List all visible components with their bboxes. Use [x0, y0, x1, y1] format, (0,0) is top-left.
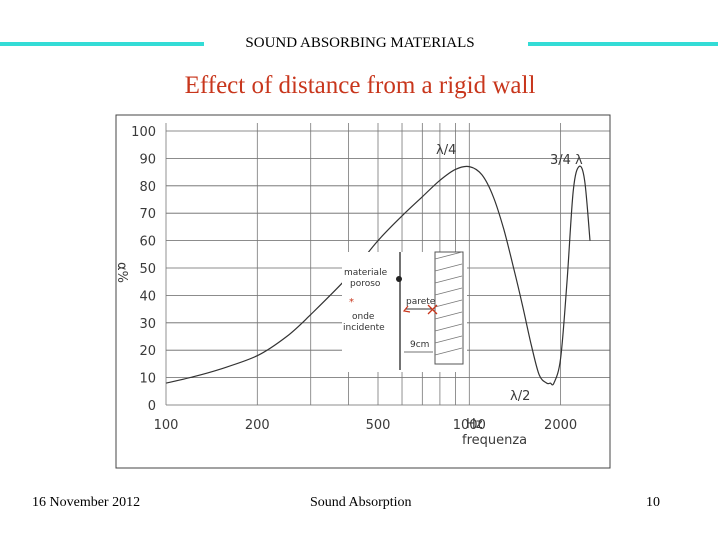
red-tick-mark: * — [349, 297, 354, 308]
wall-inset: * materiale poroso onde incidente parete… — [342, 251, 467, 372]
y-tick-label: 80 — [139, 180, 156, 195]
y-tick-label: 0 — [148, 399, 156, 414]
footer-date: 16 November 2012 — [32, 495, 141, 510]
inset-label-incidente: incidente — [343, 323, 385, 333]
x-tick-label: 100 — [154, 418, 179, 433]
svg-text:3/4 λ: 3/4 λ — [550, 153, 583, 168]
y-tick-label: 60 — [139, 235, 156, 250]
header-left-bar — [0, 42, 204, 46]
porous-dot — [396, 276, 402, 282]
inset-label-parete: parete — [406, 297, 436, 307]
y-tick-label: 100 — [131, 125, 156, 140]
inset-label-9cm: 9cm — [410, 340, 429, 350]
inset-label-materiale: materiale — [344, 268, 388, 278]
x-tick-label: 1000 — [453, 418, 486, 433]
y-tick-label: 50 — [139, 262, 156, 277]
y-axis-label: α% — [114, 262, 129, 283]
x-tick-label: 500 — [366, 418, 391, 433]
slide-title: Effect of distance from a rigid wall — [184, 72, 536, 99]
header-title: SOUND ABSORBING MATERIALS — [245, 35, 475, 51]
x-tick-label: 2000 — [544, 418, 577, 433]
y-tick-label: 40 — [139, 289, 156, 304]
y-tick-label: 70 — [139, 207, 156, 222]
x-axis-secondary-label: frequenza — [462, 433, 527, 448]
red-arrow-mark — [402, 305, 411, 313]
x-tick-label: 200 — [245, 418, 270, 433]
y-tick-label: 30 — [139, 317, 156, 332]
y-tick-label: 90 — [139, 152, 156, 167]
svg-text:λ/2: λ/2 — [510, 389, 530, 404]
inset-label-onde: onde — [352, 312, 375, 322]
inset-label-poroso: poroso — [350, 279, 381, 289]
wall-hatch — [434, 251, 464, 365]
y-tick-label: 20 — [139, 344, 156, 359]
svg-text:λ/4: λ/4 — [436, 143, 456, 158]
footer-page-number: 10 — [646, 495, 660, 510]
annotation-half-lambda: λ/2 — [510, 389, 530, 404]
y-tick-label: 10 — [139, 372, 156, 387]
footer-center: Sound Absorption — [310, 495, 412, 510]
annotation-quarter-lambda: λ/4 — [436, 143, 456, 158]
absorption-curve — [165, 165, 591, 386]
red-cross-mark — [427, 304, 438, 315]
annotation-three-quarter-lambda: 3/4 λ — [550, 153, 583, 168]
x-axis-label: Hz — [466, 417, 483, 432]
header-right-bar — [528, 42, 718, 46]
